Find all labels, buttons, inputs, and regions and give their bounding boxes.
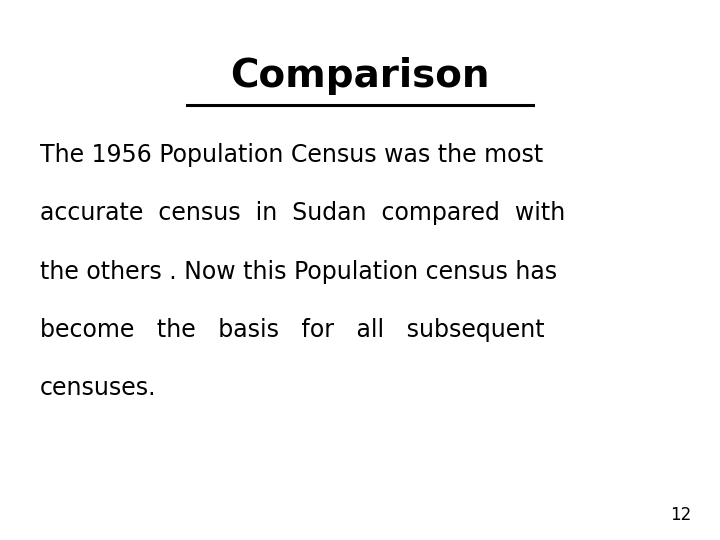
Text: accurate  census  in  Sudan  compared  with: accurate census in Sudan compared with — [40, 201, 565, 225]
Text: Comparison: Comparison — [230, 57, 490, 94]
Text: the others . Now this Population census has: the others . Now this Population census … — [40, 260, 557, 284]
Text: become   the   basis   for   all   subsequent: become the basis for all subsequent — [40, 318, 544, 342]
Text: The 1956 Population Census was the most: The 1956 Population Census was the most — [40, 143, 543, 167]
Text: 12: 12 — [670, 506, 691, 524]
Text: censuses.: censuses. — [40, 376, 156, 400]
